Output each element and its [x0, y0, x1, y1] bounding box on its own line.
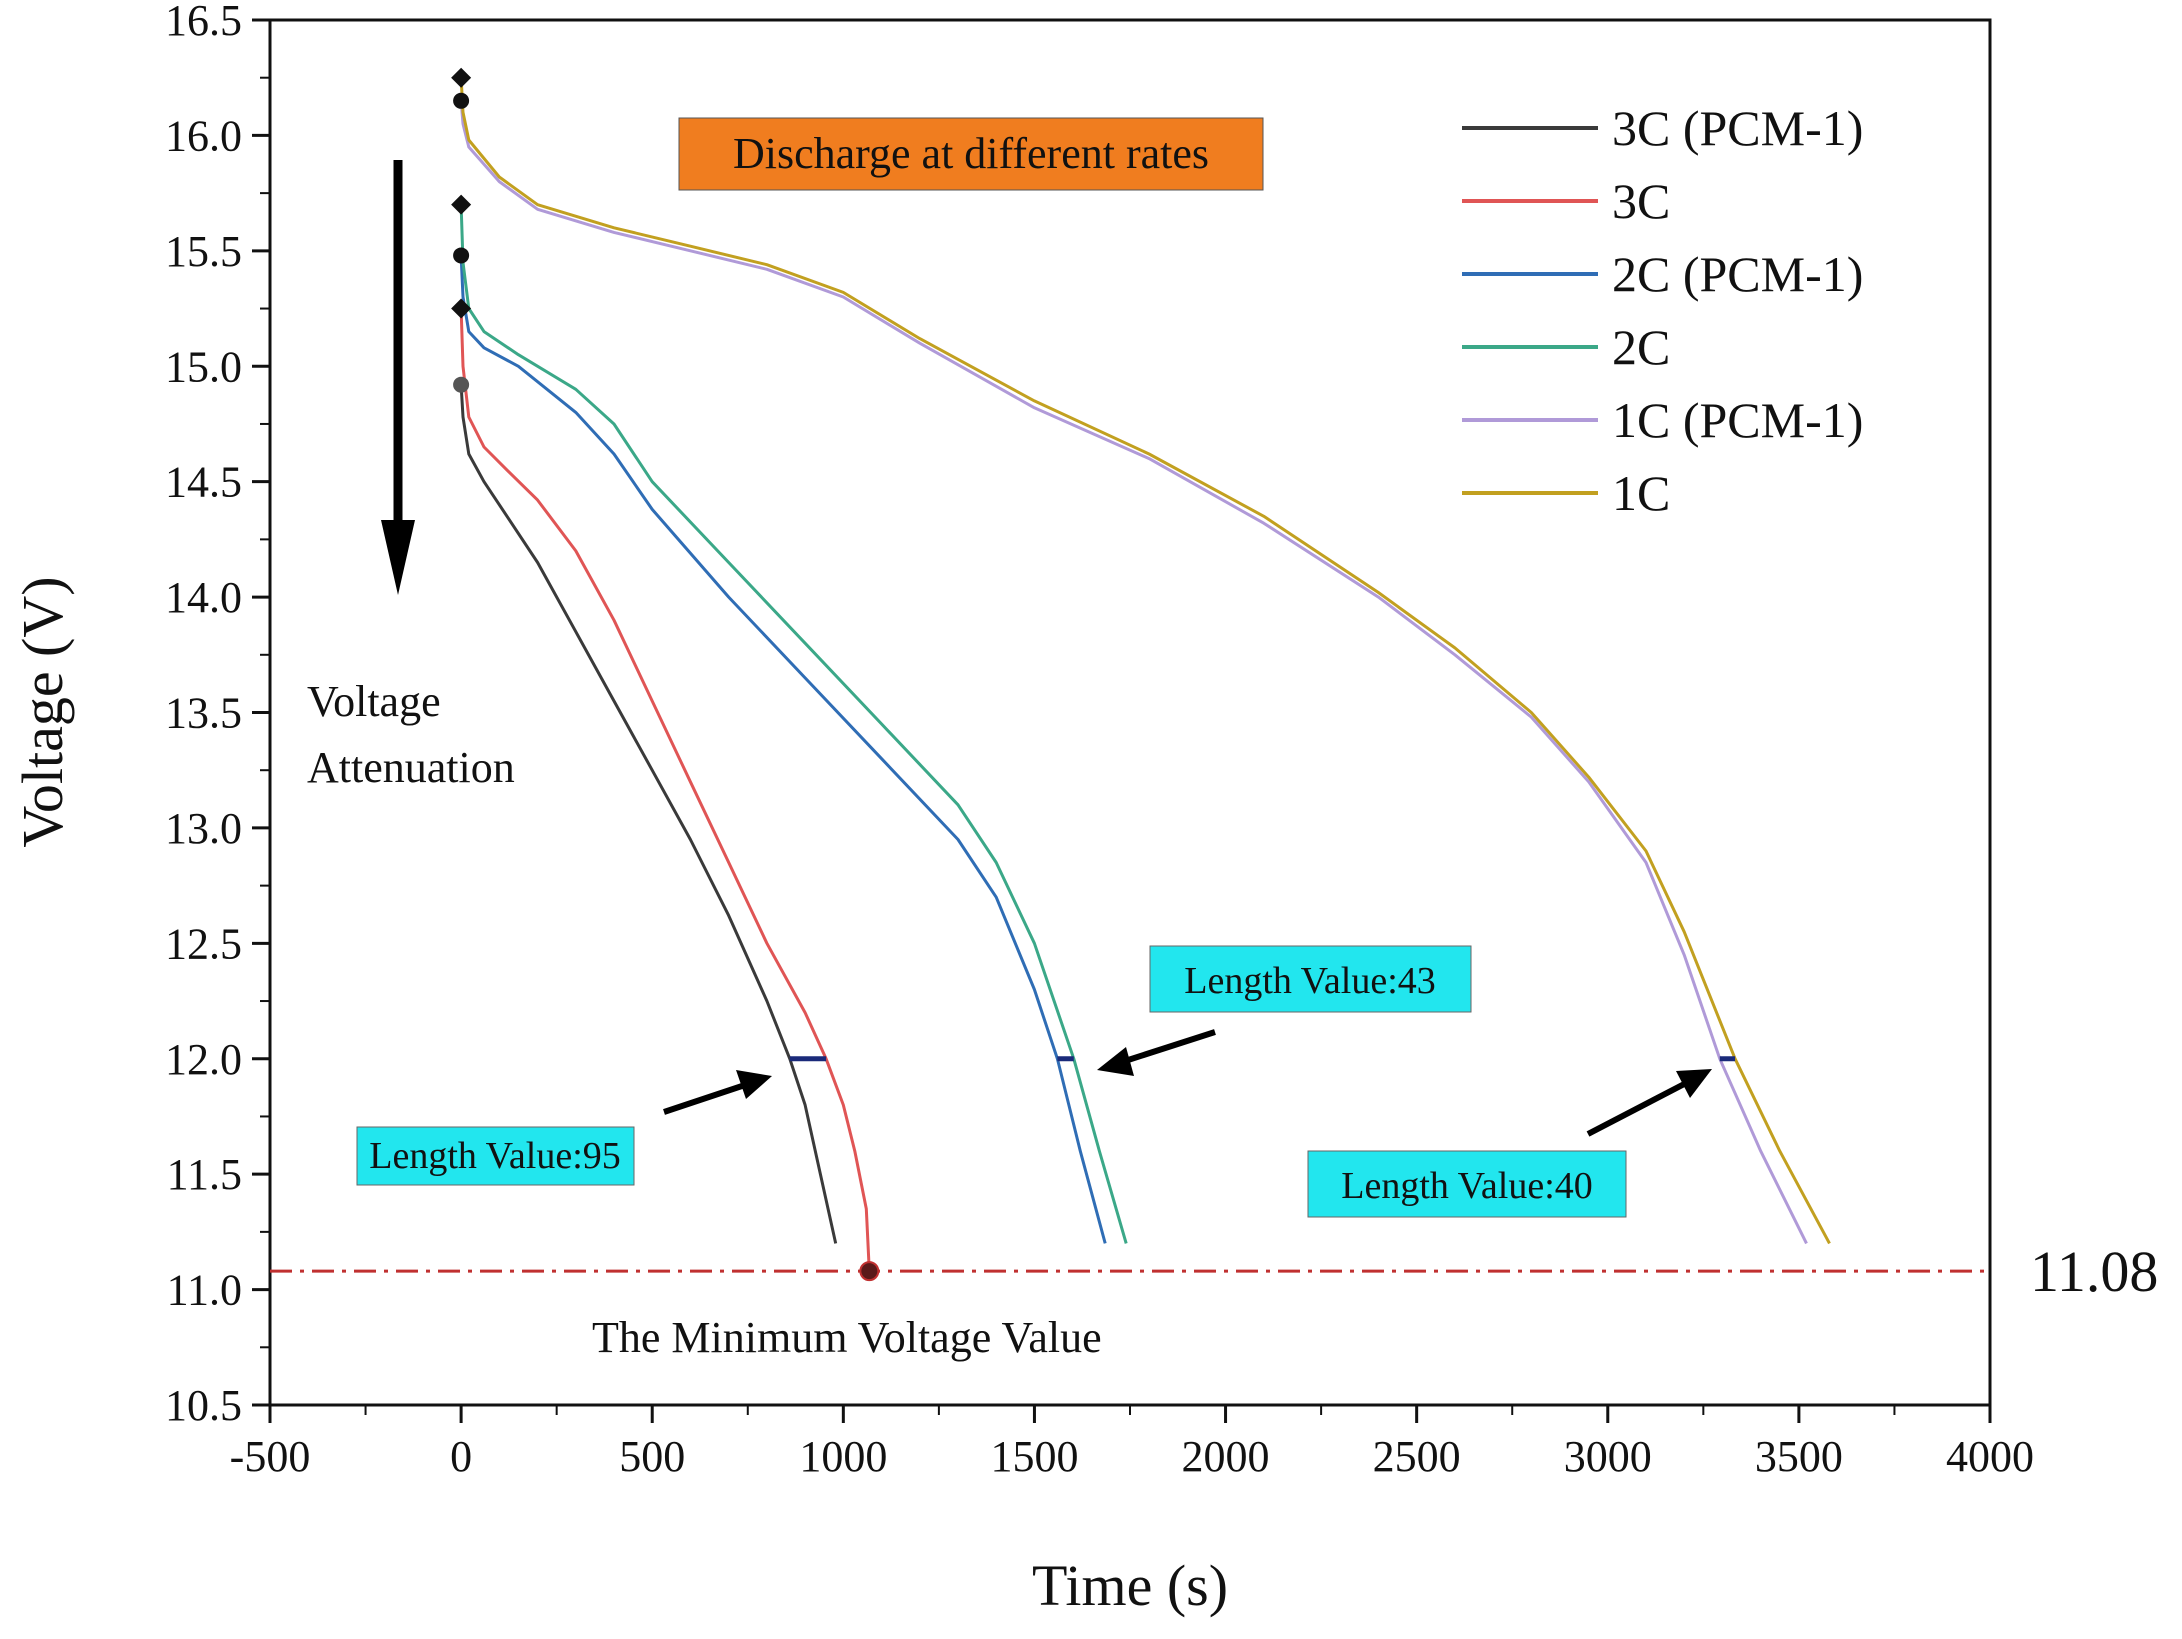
y-tick-label: 11.0 — [167, 1266, 242, 1315]
series-line-1 — [459, 308, 871, 1272]
y-tick-label: 10.5 — [165, 1381, 242, 1430]
start-marker-circle — [453, 247, 470, 264]
y-tick-label: 12.0 — [165, 1035, 242, 1084]
y-tick-label: 15.5 — [165, 227, 242, 276]
legend-label-1: 3C — [1612, 173, 1670, 229]
plot-frame — [268, 18, 1992, 1407]
legend-label-0: 3C (PCM-1) — [1612, 100, 1863, 156]
pointer-arrow-95 — [663, 1070, 772, 1115]
x-axis-title: Time (s) — [1032, 1553, 1228, 1618]
legend-label-3: 2C — [1612, 319, 1670, 375]
start-marker-diamond — [451, 298, 472, 319]
x-tick-label: -500 — [230, 1432, 311, 1481]
start-markers — [451, 67, 880, 1282]
series-layer — [459, 77, 1831, 1272]
x-tick-label: 1000 — [799, 1432, 887, 1481]
start-marker-circle — [453, 92, 470, 109]
x-tick-label: 3000 — [1564, 1432, 1652, 1481]
y-tick-label: 14.5 — [165, 458, 242, 507]
length-40-box — [1307, 1150, 1627, 1218]
y-tick-label: 13.5 — [165, 689, 242, 738]
x-tick-label: 1500 — [990, 1432, 1078, 1481]
attenuation-arrow-head — [381, 520, 415, 595]
series-line-4 — [459, 100, 1808, 1245]
legend-label-2: 2C (PCM-1) — [1612, 246, 1863, 302]
series-line-0 — [459, 384, 838, 1244]
x-tick-label: 2000 — [1182, 1432, 1270, 1481]
y-tick-label: 12.5 — [165, 919, 242, 968]
y-axis-title: Voltage (V) — [10, 576, 75, 847]
y-axis-ticks: 10.5 11.0 11.5 12.0 12.5 13.0 13.5 14.0 14.5 15.0… — [165, 0, 270, 1430]
start-marker-circle — [453, 376, 470, 393]
length-95-label: Length Value:95 — [369, 1135, 621, 1177]
start-marker-diamond — [451, 194, 472, 215]
y-tick-label: 13.0 — [165, 804, 242, 853]
attenuation-label-line2: Attenuation — [307, 743, 515, 792]
min-voltage-text: The Minimum Voltage Value — [592, 1313, 1102, 1362]
x-tick-label: 500 — [619, 1432, 685, 1481]
pointer-arrow-43 — [1097, 1029, 1216, 1076]
chart-title: Discharge at different rates — [733, 129, 1209, 178]
start-marker-diamond — [451, 67, 472, 88]
series-line-2 — [459, 255, 1107, 1244]
length-43-label: Length Value:43 — [1184, 960, 1436, 1002]
attenuation-label-line1: Voltage — [307, 677, 441, 726]
reference-line-label: 11.08 — [2030, 1239, 2158, 1304]
min-voltage-point — [859, 1261, 880, 1282]
y-tick-label: 15.0 — [165, 342, 242, 391]
x-tick-label: 2500 — [1373, 1432, 1461, 1481]
legend: 3C (PCM-1) 3C 2C (PCM-1) 2C 1C (PCM-1) 1C — [1462, 100, 1863, 521]
y-tick-label: 14.0 — [165, 573, 242, 622]
x-tick-label: 4000 — [1946, 1432, 2034, 1481]
y-tick-label: 16.5 — [165, 0, 242, 45]
title-box — [678, 117, 1264, 191]
series-line-5 — [459, 77, 1831, 1245]
legend-label-5: 1C — [1612, 465, 1670, 521]
length-40-label: Length Value:40 — [1341, 1165, 1593, 1207]
x-axis-ticks: -500 0 500 1000 1500 2000 2500 3000 3500 4000 — [230, 1405, 2034, 1481]
length-95-box — [356, 1126, 635, 1186]
length-43-box — [1149, 945, 1472, 1013]
pointer-arrow-40 — [1586, 1069, 1712, 1137]
legend-label-4: 1C (PCM-1) — [1612, 392, 1863, 448]
series-line-3 — [459, 204, 1128, 1244]
x-tick-label: 3500 — [1755, 1432, 1843, 1481]
x-tick-label: 0 — [450, 1432, 472, 1481]
y-tick-label: 11.5 — [167, 1150, 242, 1199]
y-tick-label: 16.0 — [165, 111, 242, 160]
